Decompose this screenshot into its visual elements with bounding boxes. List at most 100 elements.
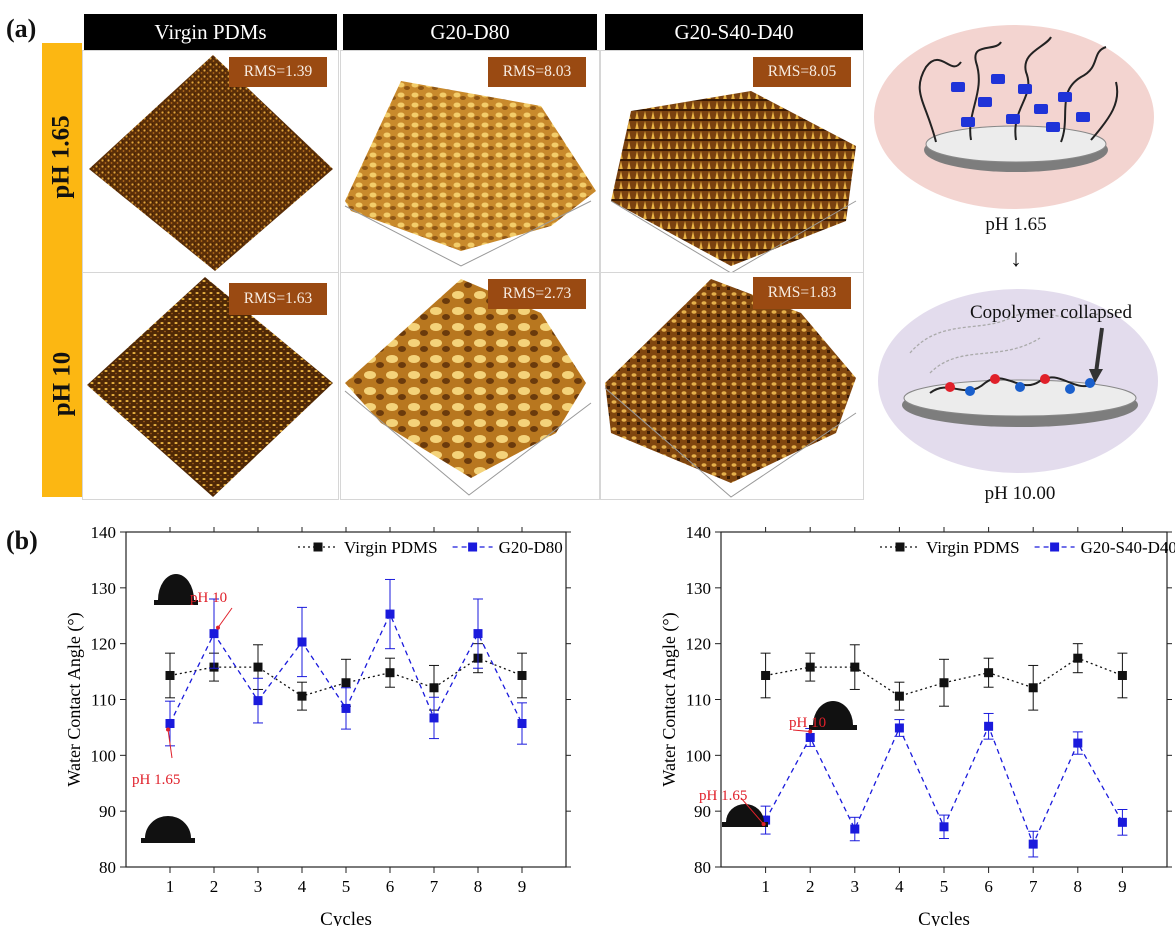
x-tick-label: 3 — [254, 877, 263, 896]
afm-image-virgin-ph10: RMS=1.63 — [82, 272, 339, 500]
data-point — [894, 691, 904, 701]
data-point — [1073, 653, 1083, 663]
y-tick-label: 130 — [686, 579, 712, 598]
annotation-arrow-head — [808, 729, 813, 734]
annotation-arrow — [740, 797, 764, 825]
afm-image-g20-s40-d40-ph1-65: RMS=8.05 — [600, 50, 864, 274]
droplet-shape — [726, 804, 764, 822]
x-tick-label: 2 — [806, 877, 815, 896]
droplet-substrate — [141, 838, 195, 843]
rms-label: RMS=1.63 — [229, 283, 327, 315]
data-point — [1117, 670, 1127, 680]
data-point — [850, 662, 860, 672]
legend-marker — [313, 542, 323, 552]
data-point — [429, 713, 439, 723]
x-tick-label: 1 — [166, 877, 175, 896]
rms-label: RMS=2.73 — [488, 279, 586, 309]
schematic-extended-chains — [866, 22, 1172, 212]
droplet-substrate — [809, 725, 857, 730]
annotation-arrow — [792, 729, 811, 732]
annotation-arrow-head — [166, 727, 170, 732]
data-point — [1028, 839, 1038, 849]
afm-image-g20-d80-ph10: RMS=2.73 — [340, 272, 600, 500]
droplet-shape — [145, 816, 191, 838]
legend-label: G20-D80 — [499, 538, 563, 557]
x-tick-label: 8 — [474, 877, 483, 896]
row-label-ph-10: pH 10 — [42, 271, 82, 497]
data-point — [341, 678, 351, 688]
data-point — [517, 719, 527, 729]
water-droplet-icon — [722, 804, 768, 827]
arrow-down-icon: ↓ — [1010, 246, 1022, 272]
data-point — [805, 732, 815, 742]
data-point — [385, 609, 395, 619]
y-tick-label: 130 — [91, 579, 117, 598]
annotation-label: pH 10 — [789, 715, 826, 731]
panel-b-label: (b) — [6, 526, 38, 555]
x-tick-label: 4 — [298, 877, 307, 896]
data-point — [984, 721, 994, 731]
data-point — [894, 723, 904, 733]
y-tick-label: 100 — [686, 746, 712, 765]
legend-label: G20-S40-D40 — [1081, 538, 1175, 557]
water-droplet-icon — [141, 816, 195, 843]
data-point — [1028, 683, 1038, 693]
x-tick-label: 4 — [895, 877, 904, 896]
x-tick-label: 7 — [1029, 877, 1038, 896]
droplet-shape — [813, 701, 853, 725]
y-tick-label: 90 — [99, 802, 116, 821]
data-point — [253, 662, 263, 672]
x-tick-label: 2 — [210, 877, 219, 896]
annotation-label: pH 10 — [190, 590, 227, 606]
rms-label: RMS=8.05 — [753, 57, 851, 87]
x-tick-label: 6 — [984, 877, 993, 896]
data-point — [165, 719, 175, 729]
x-tick-label: 9 — [518, 877, 527, 896]
data-point — [341, 703, 351, 713]
data-point — [297, 637, 307, 647]
data-point — [297, 691, 307, 701]
water-droplet-icon — [154, 574, 198, 605]
row-label-ph-1-65: pH 1.65 — [42, 43, 82, 271]
legend-label: Virgin PDMS — [926, 538, 1020, 557]
x-tick-label: 5 — [940, 877, 949, 896]
x-axis-label: Cycles — [320, 909, 372, 926]
y-tick-label: 140 — [686, 523, 712, 542]
annotation-arrow — [167, 729, 173, 759]
droplet-shape — [158, 574, 194, 600]
droplet-substrate — [722, 822, 768, 827]
y-tick-label: 110 — [686, 691, 711, 710]
data-point — [429, 683, 439, 693]
x-tick-label: 6 — [386, 877, 395, 896]
contact-angle-chart-g20-d80: 80 90 100 110 120 130 140 1 2 3 4 5 6 7 8 9 Cycles Water … — [64, 523, 571, 926]
data-point — [939, 678, 949, 688]
afm-image-g20-s40-d40-ph10: RMS=1.83 — [600, 272, 864, 500]
legend-marker — [1050, 542, 1060, 552]
schematic-bottom-label: pH 10.00 — [984, 483, 1056, 504]
y-tick-label: 100 — [91, 746, 117, 765]
data-point — [165, 670, 175, 680]
data-point — [939, 822, 949, 832]
x-tick-label: 7 — [430, 877, 439, 896]
data-point — [984, 668, 994, 678]
schematic-collapsed-chains — [870, 283, 1170, 479]
x-axis-label: Cycles — [918, 909, 970, 926]
legend-marker — [468, 542, 478, 552]
data-point — [805, 662, 815, 672]
x-tick-label: 3 — [851, 877, 860, 896]
rms-label: RMS=1.39 — [229, 57, 327, 87]
panel-a-label: (a) — [6, 14, 37, 43]
droplet-substrate — [154, 600, 198, 605]
data-point — [1117, 817, 1127, 827]
y-tick-label: 120 — [91, 635, 117, 654]
x-tick-label: 1 — [761, 877, 770, 896]
legend-label: Virgin PDMS — [344, 538, 438, 557]
x-tick-label: 9 — [1118, 877, 1127, 896]
y-tick-label: 80 — [99, 858, 116, 877]
rms-label: RMS=8.03 — [488, 57, 586, 87]
data-point — [253, 696, 263, 706]
data-point — [850, 824, 860, 834]
contact-angle-chart-g20-s40-d40: 80 90 100 110 120 130 140 1 2 3 4 5 6 7 8 9 Cycles Water … — [659, 523, 1175, 926]
afm-image-virgin-ph1-65: RMS=1.39 — [82, 50, 339, 274]
column-header-g20-d80: G20-D80 — [343, 14, 597, 50]
